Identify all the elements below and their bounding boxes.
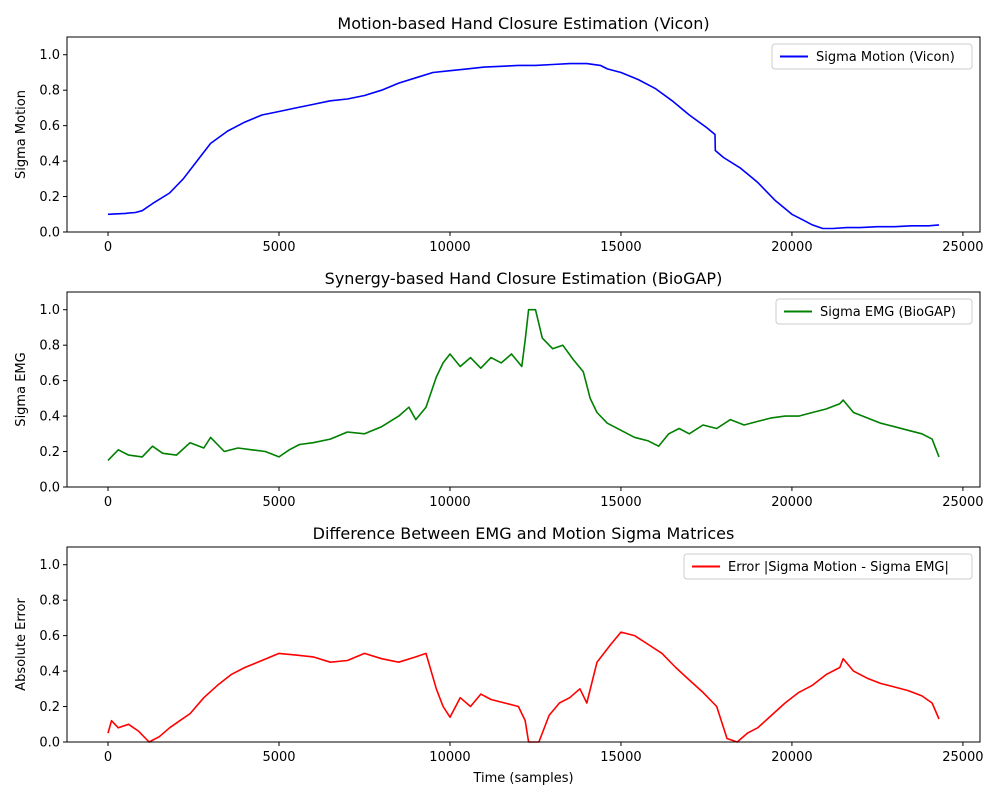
y-tick-label: 0.2: [39, 190, 60, 205]
x-tick-label: 10000: [429, 495, 470, 510]
x-tick-label: 20000: [771, 495, 812, 510]
y-axis-label: Absolute Error: [14, 598, 29, 691]
y-tick-label: 0.6: [39, 629, 60, 644]
y-tick-label: 1.0: [39, 558, 60, 573]
chart-title: Synergy-based Hand Closure Estimation (B…: [325, 269, 723, 288]
legend-label: Sigma Motion (Vicon): [816, 50, 955, 65]
y-tick-label: 0.0: [39, 736, 60, 751]
y-tick-label: 0.2: [39, 700, 60, 715]
y-tick-label: 0.2: [39, 445, 60, 460]
x-axis-label: Time (samples): [472, 771, 573, 786]
y-tick-label: 0.4: [39, 155, 60, 170]
chart-title: Difference Between EMG and Motion Sigma …: [313, 524, 735, 543]
y-tick-label: 0.8: [39, 84, 60, 99]
y-axis-label: Sigma Motion: [14, 90, 29, 179]
x-tick-label: 25000: [942, 240, 983, 255]
x-tick-label: 20000: [771, 240, 812, 255]
series-line-2-1: [107, 308, 940, 461]
legend-label: Error |Sigma Motion - Sigma EMG|: [728, 560, 949, 575]
y-tick-label: 1.0: [39, 303, 60, 318]
x-tick-label: 25000: [942, 750, 983, 765]
x-tick-label: 10000: [429, 750, 470, 765]
series-line-3-1: [107, 631, 940, 743]
x-tick-label: 5000: [262, 240, 295, 255]
series-line-1-1: [107, 62, 940, 230]
y-tick-label: 0.8: [39, 594, 60, 609]
y-axis-label: Sigma EMG: [14, 352, 29, 426]
legend-label: Sigma EMG (BioGAP): [820, 305, 956, 320]
x-tick-label: 0: [104, 240, 112, 255]
y-tick-label: 0.8: [39, 339, 60, 354]
chart-panel-3: 0 5000 10000 15000 20000 25000 0.0 0.2 0.4 0.6 0.8…: [14, 524, 984, 786]
legend-box: [683, 553, 973, 580]
y-tick-label: 0.4: [39, 665, 60, 680]
plot-frame: [66, 36, 981, 233]
x-tick-label: 5000: [262, 495, 295, 510]
x-tick-label: 0: [104, 495, 112, 510]
legend: Error |Sigma Motion - Sigma EMG|: [683, 553, 973, 580]
x-tick-label: 15000: [600, 750, 641, 765]
chart-panel-2: 0 5000 10000 15000 20000 25000 0.0 0.2 0.4 0.6 0.8…: [14, 269, 984, 510]
chart-panel-1: 0 5000 10000 15000 20000 25000 0.0 0.2 0.4 0.6 0.8…: [14, 14, 984, 255]
legend-box: [775, 298, 973, 325]
y-tick-label: 0.0: [39, 481, 60, 496]
legend: Sigma Motion (Vicon): [771, 43, 973, 70]
legend: Sigma EMG (BioGAP): [775, 298, 973, 325]
x-tick-label: 15000: [600, 495, 641, 510]
x-tick-label: 0: [104, 750, 112, 765]
x-tick-label: 20000: [771, 750, 812, 765]
y-tick-label: 1.0: [39, 48, 60, 63]
chart-title: Motion-based Hand Closure Estimation (Vi…: [337, 14, 709, 33]
x-tick-label: 10000: [429, 240, 470, 255]
y-tick-label: 0.6: [39, 374, 60, 389]
y-tick-label: 0.6: [39, 119, 60, 134]
y-tick-label: 0.0: [39, 226, 60, 241]
y-tick-label: 0.4: [39, 410, 60, 425]
x-tick-label: 15000: [600, 240, 641, 255]
x-tick-label: 5000: [262, 750, 295, 765]
plot-frame: [66, 546, 981, 743]
x-tick-label: 25000: [942, 495, 983, 510]
plot-frame: [66, 291, 981, 488]
legend-box: [771, 43, 973, 70]
